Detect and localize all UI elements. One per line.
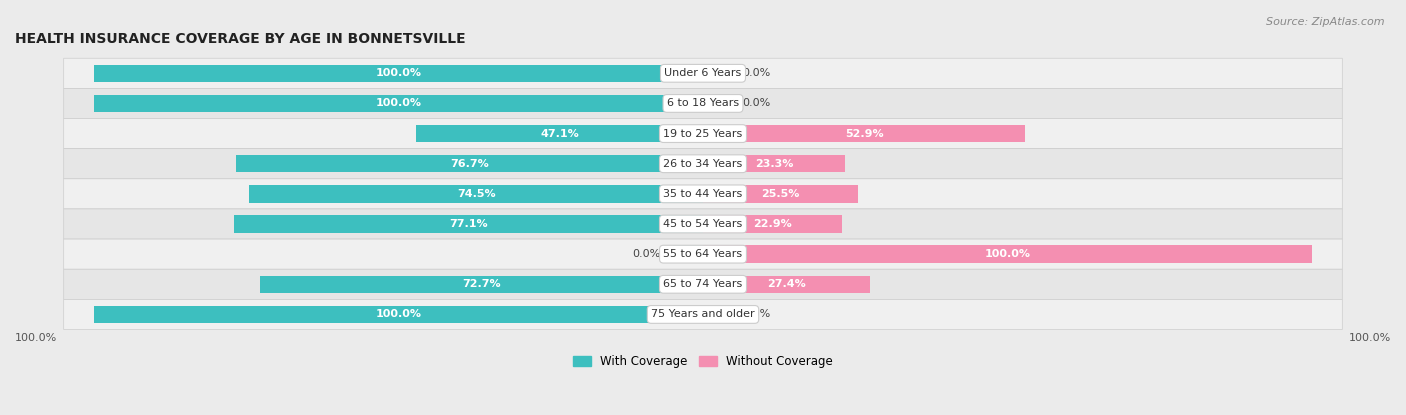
- Bar: [703, 65, 734, 82]
- Bar: [703, 276, 870, 293]
- Text: 72.7%: 72.7%: [463, 279, 501, 289]
- FancyBboxPatch shape: [63, 209, 1343, 239]
- FancyBboxPatch shape: [63, 119, 1343, 149]
- Bar: [703, 125, 1025, 142]
- Bar: [416, 125, 703, 142]
- Bar: [94, 306, 703, 323]
- Text: Under 6 Years: Under 6 Years: [665, 68, 741, 78]
- Bar: [703, 185, 858, 203]
- Text: 76.7%: 76.7%: [450, 159, 489, 169]
- Bar: [703, 215, 842, 233]
- Text: 100.0%: 100.0%: [1348, 333, 1391, 343]
- FancyBboxPatch shape: [63, 239, 1343, 269]
- Text: 19 to 25 Years: 19 to 25 Years: [664, 129, 742, 139]
- FancyBboxPatch shape: [63, 299, 1343, 330]
- Bar: [703, 306, 734, 323]
- Text: 0.0%: 0.0%: [742, 310, 770, 320]
- Text: Source: ZipAtlas.com: Source: ZipAtlas.com: [1267, 17, 1385, 27]
- Text: HEALTH INSURANCE COVERAGE BY AGE IN BONNETSVILLE: HEALTH INSURANCE COVERAGE BY AGE IN BONN…: [15, 32, 465, 46]
- FancyBboxPatch shape: [63, 58, 1343, 88]
- Text: 6 to 18 Years: 6 to 18 Years: [666, 98, 740, 108]
- Text: 100.0%: 100.0%: [375, 68, 422, 78]
- Text: 100.0%: 100.0%: [984, 249, 1031, 259]
- FancyBboxPatch shape: [63, 149, 1343, 179]
- Text: 0.0%: 0.0%: [633, 249, 661, 259]
- Text: 65 to 74 Years: 65 to 74 Years: [664, 279, 742, 289]
- Bar: [94, 95, 703, 112]
- Text: 25.5%: 25.5%: [762, 189, 800, 199]
- FancyBboxPatch shape: [63, 269, 1343, 299]
- Text: 74.5%: 74.5%: [457, 189, 495, 199]
- Text: 100.0%: 100.0%: [15, 333, 58, 343]
- FancyBboxPatch shape: [63, 88, 1343, 119]
- Text: 22.9%: 22.9%: [754, 219, 792, 229]
- Bar: [236, 155, 703, 173]
- Text: 100.0%: 100.0%: [375, 98, 422, 108]
- Text: 23.3%: 23.3%: [755, 159, 793, 169]
- Text: 0.0%: 0.0%: [742, 68, 770, 78]
- Bar: [703, 95, 734, 112]
- Text: 77.1%: 77.1%: [449, 219, 488, 229]
- Text: 27.4%: 27.4%: [768, 279, 806, 289]
- Bar: [94, 65, 703, 82]
- Text: 55 to 64 Years: 55 to 64 Years: [664, 249, 742, 259]
- FancyBboxPatch shape: [63, 179, 1343, 209]
- Bar: [703, 245, 1312, 263]
- Bar: [249, 185, 703, 203]
- Text: 35 to 44 Years: 35 to 44 Years: [664, 189, 742, 199]
- Text: 52.9%: 52.9%: [845, 129, 883, 139]
- Bar: [672, 245, 703, 263]
- Bar: [260, 276, 703, 293]
- Text: 0.0%: 0.0%: [742, 98, 770, 108]
- Bar: [233, 215, 703, 233]
- Text: 47.1%: 47.1%: [540, 129, 579, 139]
- Text: 26 to 34 Years: 26 to 34 Years: [664, 159, 742, 169]
- Text: 100.0%: 100.0%: [375, 310, 422, 320]
- Bar: [703, 155, 845, 173]
- Legend: With Coverage, Without Coverage: With Coverage, Without Coverage: [568, 351, 838, 373]
- Text: 45 to 54 Years: 45 to 54 Years: [664, 219, 742, 229]
- Text: 75 Years and older: 75 Years and older: [651, 310, 755, 320]
